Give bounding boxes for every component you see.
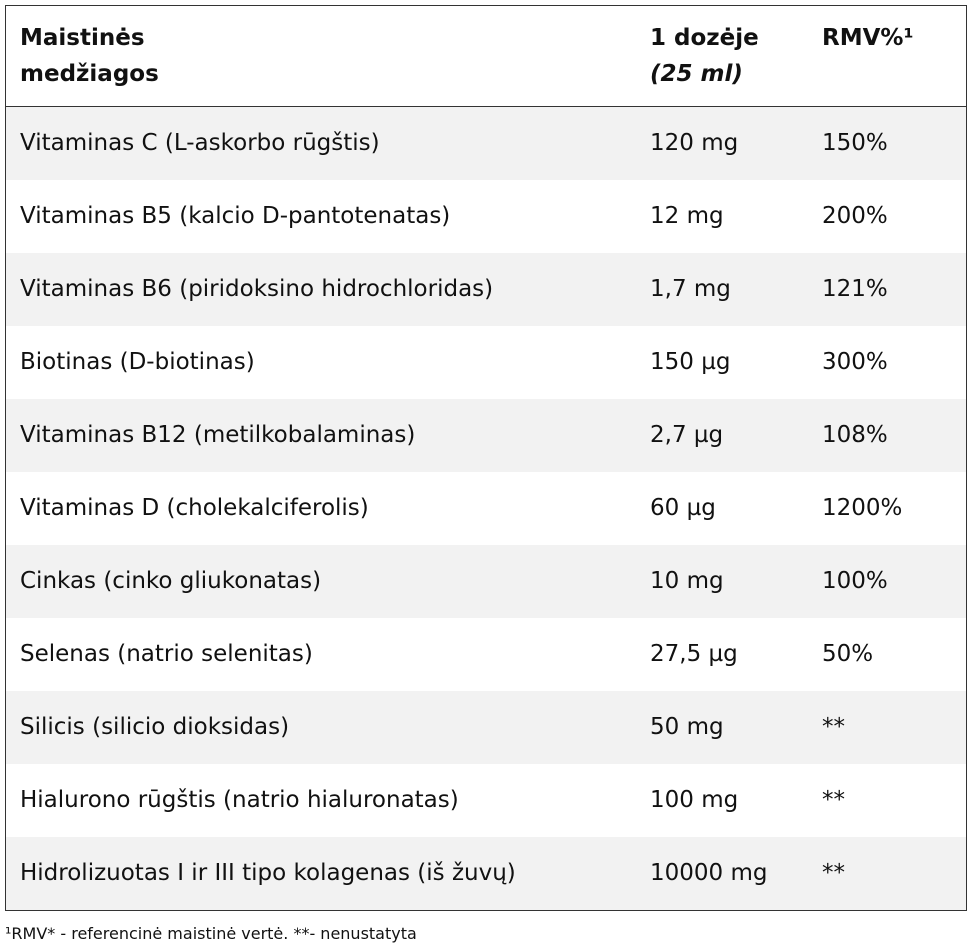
table-cell: Selenas (natrio selenitas) <box>20 641 313 667</box>
table-cell: Vitaminas B6 (piridoksino hidrochloridas… <box>20 276 494 302</box>
table-cell: ** <box>822 860 845 886</box>
table-cell: 150% <box>822 130 888 156</box>
table-cell: 120 mg <box>650 130 739 156</box>
table-cell: 10 mg <box>650 568 724 594</box>
footnote: ¹RMV* - referencinė maistinė vertė. **- … <box>5 924 417 943</box>
table-row: Vitaminas B6 (piridoksino hidrochloridas… <box>6 253 966 326</box>
table-cell: 150 µg <box>650 349 731 375</box>
table-row: Vitaminas B12 (metilkobalaminas) 2,7 µg 10… <box>6 399 966 472</box>
table-cell: ** <box>822 714 845 740</box>
table-row: Hialurono rūgštis (natrio hialuronatas) 1… <box>6 764 966 837</box>
table-cell: 100 mg <box>650 787 739 813</box>
table-cell: Vitaminas B5 (kalcio D-pantotenatas) <box>20 203 451 229</box>
table-cell: ** <box>822 787 845 813</box>
nutrition-table: Maistinės medžiagos 1 dozėje (25 ml) RMV… <box>5 5 967 911</box>
header-text: (25 ml) <box>650 61 743 87</box>
table-cell: Cinkas (cinko gliukonatas) <box>20 568 322 594</box>
table-cell: Silicis (silicio dioksidas) <box>20 714 290 740</box>
table-row: Cinkas (cinko gliukonatas) 10 mg 100% <box>6 545 966 618</box>
table-cell: 27,5 µg <box>650 641 738 667</box>
table-cell: 10000 mg <box>650 860 768 886</box>
header-cell: Maistinės medžiagos <box>20 20 159 92</box>
table-row: Selenas (natrio selenitas) 27,5 µg 50% <box>6 618 966 691</box>
table-cell: 1,7 mg <box>650 276 731 302</box>
table-row: Hidrolizuotas I ir III tipo kolagenas (i… <box>6 837 966 910</box>
table-cell: Hidrolizuotas I ir III tipo kolagenas (i… <box>20 860 516 886</box>
table-row: Silicis (silicio dioksidas) 50 mg ** <box>6 691 966 764</box>
table-cell: 50% <box>822 641 874 667</box>
table-cell: 100% <box>822 568 888 594</box>
header-text: RMV%¹ <box>822 25 914 51</box>
table-cell: Biotinas (D-biotinas) <box>20 349 255 375</box>
header-text: Maistinės <box>20 25 145 51</box>
table-cell: Vitaminas D (cholekalciferolis) <box>20 495 369 521</box>
table-row: Vitaminas D (cholekalciferolis) 60 µg 1200… <box>6 472 966 545</box>
table-cell: 60 µg <box>650 495 716 521</box>
table-cell: 300% <box>822 349 888 375</box>
header-text: 1 dozėje <box>650 25 759 51</box>
header-text: medžiagos <box>20 61 159 87</box>
table-cell: 108% <box>822 422 888 448</box>
table-header: Maistinės medžiagos 1 dozėje (25 ml) RMV… <box>6 6 966 107</box>
header-cell: RMV%¹ <box>822 20 914 56</box>
table-row: Vitaminas C (L-askorbo rūgštis) 120 mg 150… <box>6 107 966 180</box>
header-cell: 1 dozėje (25 ml) <box>650 20 759 92</box>
table-cell: 121% <box>822 276 888 302</box>
table-cell: Hialurono rūgštis (natrio hialuronatas) <box>20 787 459 813</box>
table-cell: 1200% <box>822 495 903 521</box>
table-cell: 200% <box>822 203 888 229</box>
table-row: Vitaminas B5 (kalcio D-pantotenatas) 12 m… <box>6 180 966 253</box>
table-cell: 50 mg <box>650 714 724 740</box>
table-cell: Vitaminas C (L-askorbo rūgštis) <box>20 130 380 156</box>
table-cell: 2,7 µg <box>650 422 724 448</box>
table-row: Biotinas (D-biotinas) 150 µg 300% <box>6 326 966 399</box>
table-cell: Vitaminas B12 (metilkobalaminas) <box>20 422 416 448</box>
table-cell: 12 mg <box>650 203 724 229</box>
